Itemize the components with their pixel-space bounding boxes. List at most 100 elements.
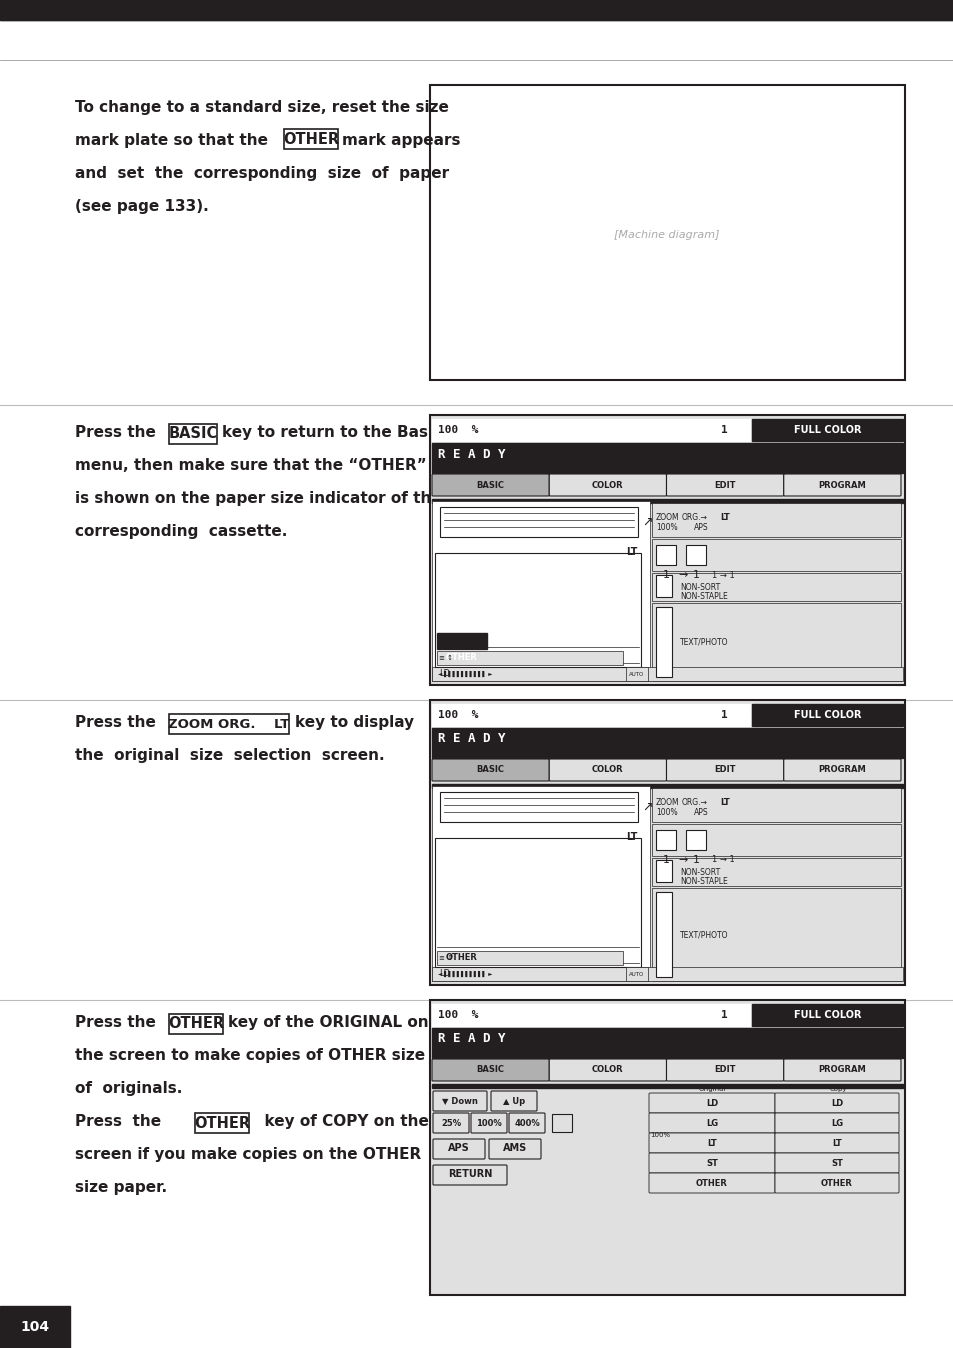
- Text: ZOOM: ZOOM: [656, 514, 679, 522]
- Text: ≡ ↕: ≡ ↕: [438, 655, 453, 661]
- FancyBboxPatch shape: [432, 1060, 549, 1081]
- Bar: [430, 700, 904, 985]
- Text: 1: 1: [720, 1010, 726, 1020]
- Bar: [0, 0, 953, 20]
- Text: corresponding  cassette.: corresponding cassette.: [75, 524, 287, 539]
- Text: ORG.→: ORG.→: [681, 514, 707, 522]
- Text: Press the: Press the: [75, 425, 155, 439]
- Text: PROGRAM: PROGRAM: [818, 766, 865, 775]
- Text: 1: 1: [692, 570, 699, 580]
- Text: R E A D Y: R E A D Y: [437, 732, 505, 745]
- Text: key to display: key to display: [294, 714, 414, 731]
- Bar: [751, 1004, 902, 1026]
- Text: OTHER: OTHER: [168, 1016, 224, 1031]
- Text: NON-SORT: NON-SORT: [679, 582, 720, 592]
- FancyBboxPatch shape: [194, 1113, 249, 1134]
- FancyBboxPatch shape: [433, 1091, 486, 1111]
- Text: ≡ ↕: ≡ ↕: [438, 954, 453, 961]
- FancyBboxPatch shape: [774, 1093, 898, 1113]
- Text: LT: LT: [720, 798, 729, 807]
- Text: APS: APS: [693, 807, 708, 817]
- Bar: [698, 704, 749, 727]
- Text: LT: LT: [625, 832, 637, 842]
- FancyBboxPatch shape: [666, 474, 783, 496]
- Bar: [651, 824, 900, 856]
- FancyBboxPatch shape: [169, 1014, 223, 1034]
- FancyBboxPatch shape: [648, 1153, 774, 1173]
- Text: 1: 1: [661, 570, 669, 580]
- Text: 104: 104: [20, 1320, 50, 1335]
- Text: PROGRAM: PROGRAM: [818, 480, 865, 489]
- Bar: [432, 419, 698, 441]
- Text: LD: LD: [830, 1099, 842, 1108]
- Text: ZOOM: ZOOM: [656, 798, 679, 807]
- FancyBboxPatch shape: [549, 759, 666, 780]
- Bar: [656, 860, 671, 882]
- Text: 1: 1: [692, 855, 699, 865]
- Text: APS: APS: [448, 1143, 470, 1153]
- Text: Press the: Press the: [75, 1015, 155, 1030]
- FancyBboxPatch shape: [489, 1139, 540, 1159]
- Text: size paper.: size paper.: [75, 1180, 167, 1194]
- FancyBboxPatch shape: [509, 1113, 544, 1134]
- Text: EDIT: EDIT: [714, 1065, 735, 1074]
- Bar: [432, 704, 698, 727]
- Bar: [751, 419, 902, 441]
- Text: 400%: 400%: [514, 1119, 539, 1127]
- Bar: [432, 785, 902, 789]
- Text: COLOR: COLOR: [592, 1065, 623, 1074]
- FancyBboxPatch shape: [169, 425, 216, 443]
- Bar: [430, 1000, 904, 1295]
- Text: LD: LD: [705, 1099, 718, 1108]
- FancyBboxPatch shape: [169, 714, 289, 735]
- Text: LG: LG: [830, 1119, 842, 1127]
- Text: PROGRAM: PROGRAM: [818, 1065, 865, 1074]
- Text: Copy: Copy: [828, 1086, 846, 1092]
- Text: LG: LG: [438, 953, 450, 961]
- FancyBboxPatch shape: [774, 1173, 898, 1193]
- Bar: [436, 651, 622, 665]
- Bar: [435, 838, 640, 967]
- Text: OTHER: OTHER: [193, 1116, 250, 1131]
- Bar: [432, 667, 902, 681]
- Bar: [656, 576, 671, 597]
- Text: ST: ST: [830, 1158, 842, 1167]
- Text: menu, then make sure that the “OTHER”: menu, then make sure that the “OTHER”: [75, 458, 426, 473]
- Text: BASIC: BASIC: [476, 766, 504, 775]
- Bar: [432, 1029, 902, 1050]
- Text: COLOR: COLOR: [592, 766, 623, 775]
- FancyBboxPatch shape: [774, 1134, 898, 1153]
- Bar: [439, 793, 638, 822]
- FancyBboxPatch shape: [432, 474, 549, 496]
- Bar: [432, 967, 902, 981]
- Bar: [625, 667, 647, 681]
- Text: LD: LD: [438, 669, 450, 678]
- Text: the screen to make copies of OTHER size: the screen to make copies of OTHER size: [75, 1047, 425, 1064]
- FancyBboxPatch shape: [648, 1093, 774, 1113]
- Text: AUTO: AUTO: [629, 972, 644, 976]
- Bar: [656, 545, 676, 565]
- FancyBboxPatch shape: [549, 1060, 666, 1081]
- Bar: [656, 607, 671, 677]
- FancyBboxPatch shape: [549, 474, 666, 496]
- Text: AMS: AMS: [502, 1143, 527, 1153]
- Text: LD: LD: [438, 968, 450, 977]
- Bar: [432, 786, 649, 981]
- Bar: [432, 1004, 698, 1026]
- Text: LG: LG: [705, 1119, 718, 1127]
- FancyBboxPatch shape: [774, 1113, 898, 1134]
- Bar: [651, 857, 900, 886]
- Bar: [656, 830, 676, 851]
- Text: LT: LT: [831, 1139, 841, 1147]
- Bar: [432, 501, 649, 681]
- Text: 100%: 100%: [649, 1132, 669, 1138]
- Text: OTHER: OTHER: [696, 1178, 727, 1188]
- Bar: [436, 634, 486, 648]
- Bar: [651, 503, 900, 537]
- Text: OTHER: OTHER: [821, 1178, 852, 1188]
- Bar: [651, 789, 900, 822]
- FancyBboxPatch shape: [433, 1113, 469, 1134]
- Bar: [685, 830, 705, 851]
- Text: LT: LT: [706, 1139, 716, 1147]
- Bar: [432, 1084, 902, 1088]
